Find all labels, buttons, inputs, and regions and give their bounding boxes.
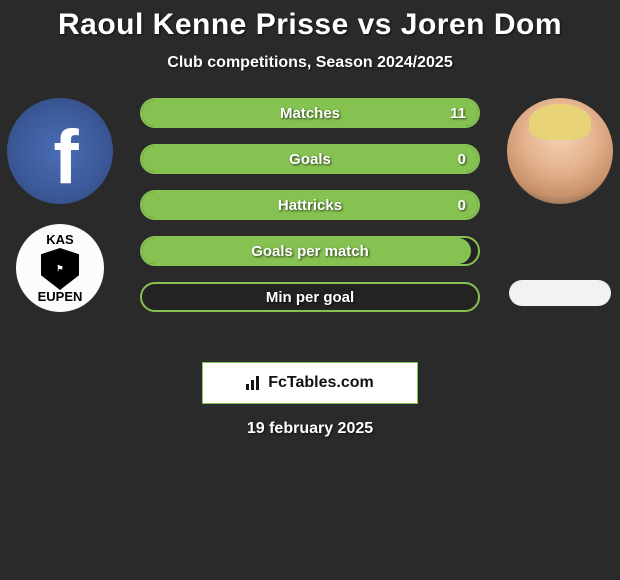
- subtitle: Club competitions, Season 2024/2025: [0, 54, 620, 72]
- club-badge-right: [509, 280, 611, 306]
- stat-label: Matches: [280, 105, 340, 122]
- stat-bar-min-per-goal: Min per goal: [140, 282, 480, 312]
- stat-label: Goals: [289, 151, 331, 168]
- stat-label: Min per goal: [266, 289, 354, 306]
- facebook-icon[interactable]: f: [7, 98, 113, 204]
- brand-badge[interactable]: FcTables.com: [202, 362, 418, 404]
- player-left-column: f KAS ⚑ EUPEN: [0, 98, 120, 312]
- club-badge-text-kas: KAS: [46, 233, 73, 246]
- club-badge-left: KAS ⚑ EUPEN: [16, 224, 104, 312]
- stat-value: 0: [458, 197, 466, 214]
- player-avatar-right: [507, 98, 613, 204]
- stat-bar-goals: Goals 0: [140, 144, 480, 174]
- comparison-widget: Raoul Kenne Prisse vs Joren Dom Club com…: [0, 0, 620, 580]
- stat-label: Hattricks: [278, 197, 342, 214]
- stat-bar-hattricks: Hattricks 0: [140, 190, 480, 220]
- bar-chart-icon: [246, 376, 264, 390]
- stat-bars: Matches 11 Goals 0 Hattricks 0 Goals per…: [140, 98, 480, 312]
- stat-bar-matches: Matches 11: [140, 98, 480, 128]
- facebook-glyph: f: [53, 114, 78, 201]
- club-badge-text-eupen: EUPEN: [38, 290, 83, 303]
- stat-bar-goals-per-match: Goals per match: [140, 236, 480, 266]
- stat-value: 0: [458, 151, 466, 168]
- comparison-body: f KAS ⚑ EUPEN Matches 11 Goals 0: [0, 98, 620, 348]
- player-right-column: [500, 98, 620, 306]
- date-label: 19 february 2025: [0, 420, 620, 438]
- shield-icon: ⚑: [41, 248, 79, 290]
- stat-label: Goals per match: [251, 243, 369, 260]
- page-title: Raoul Kenne Prisse vs Joren Dom: [0, 0, 620, 42]
- stat-value: 11: [450, 105, 466, 122]
- brand-text: FcTables.com: [268, 374, 374, 392]
